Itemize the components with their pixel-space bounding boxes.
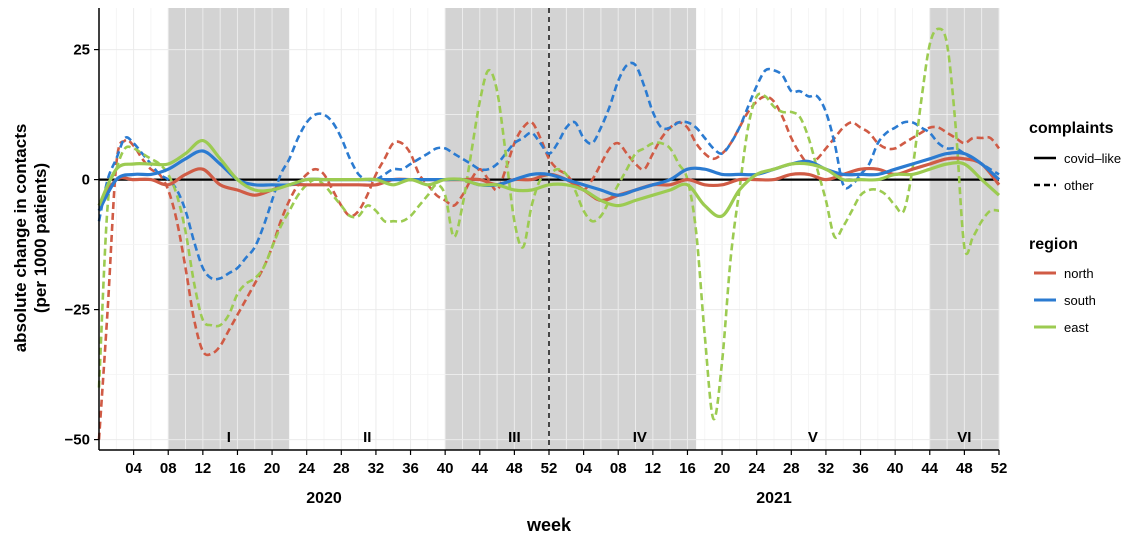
period-band-IV [583,8,697,450]
x-axis-ticks: 04 08 12 16 20 24 28 32 36 40 44 48 52 04 08 12 16 20 24 28… [125,450,1007,477]
x-tick-label: 12 [645,460,662,477]
x-tick-label: 20 [714,460,731,477]
y-tick-label: −50 [65,432,90,449]
x-tick-label: 36 [402,460,419,477]
x-tick-label: 36 [852,460,869,477]
x-tick-label: 04 [125,460,142,477]
x-tick-label: 16 [679,460,696,477]
y-axis-label-line-2: (per 1000 patients) [31,163,50,313]
legend-north-label: north [1064,266,1094,281]
series-line-north-other [97,95,1001,440]
x-tick-label: 52 [991,460,1008,477]
period-labels: I II III IV V VI [227,429,972,446]
x-axis-label: week [526,515,572,535]
period-label-V: V [808,429,818,446]
series-line-east-covid-like [97,139,1001,219]
y-axis-ticks: 25 0 −25 −50 [65,42,99,449]
x-tick-label: 44 [921,460,938,477]
legend-east-label: east [1064,320,1089,335]
series-line-south-covid-like [97,149,1001,212]
x-tick-label: 32 [818,460,835,477]
x-tick-label: 16 [229,460,246,477]
x-tick-label: 28 [783,460,800,477]
year-labels: 2020 2021 [306,490,792,507]
legend-covid-like-label: covid–like [1064,151,1121,166]
legend-region-title: region [1029,236,1078,253]
period-label-III: III [508,429,521,446]
x-tick-label: 24 [298,460,315,477]
y-tick-label: 0 [82,172,90,189]
legend-other-label: other [1064,178,1094,193]
x-tick-label: 44 [471,460,488,477]
x-tick-label: 48 [506,460,523,477]
legend-complaints-title: complaints [1029,120,1114,137]
x-tick-label: 32 [368,460,385,477]
x-tick-label: 04 [575,460,592,477]
x-tick-label: 24 [748,460,765,477]
x-tick-label: 12 [195,460,212,477]
period-label-I: I [227,429,231,446]
x-tick-label: 40 [887,460,904,477]
x-tick-label: 28 [333,460,350,477]
x-tick-label: 52 [541,460,558,477]
x-tick-label: 48 [956,460,973,477]
gridlines [99,8,1000,450]
year-label-2021: 2021 [756,490,792,507]
period-label-IV: IV [633,429,647,446]
legend: complaints covid–like other region north… [1029,120,1121,335]
period-label-II: II [363,429,371,446]
series-line-south-other [97,61,1000,281]
y-tick-label: 25 [73,42,90,59]
legend-south-label: south [1064,293,1096,308]
series-line-east-other [97,27,1000,421]
period-band-I [168,8,290,450]
y-axis-label-line-1: absolute change in contacts [11,124,30,353]
period-label-VI: VI [957,429,971,446]
x-tick-label: 08 [610,460,627,477]
x-tick-label: 08 [160,460,177,477]
x-tick-label: 40 [437,460,454,477]
year-label-2020: 2020 [306,490,342,507]
y-axis-label: absolute change in contacts (per 1000 pa… [11,124,50,353]
x-tick-label: 20 [264,460,281,477]
series-lines [97,27,1001,440]
y-tick-label: −25 [65,302,90,319]
